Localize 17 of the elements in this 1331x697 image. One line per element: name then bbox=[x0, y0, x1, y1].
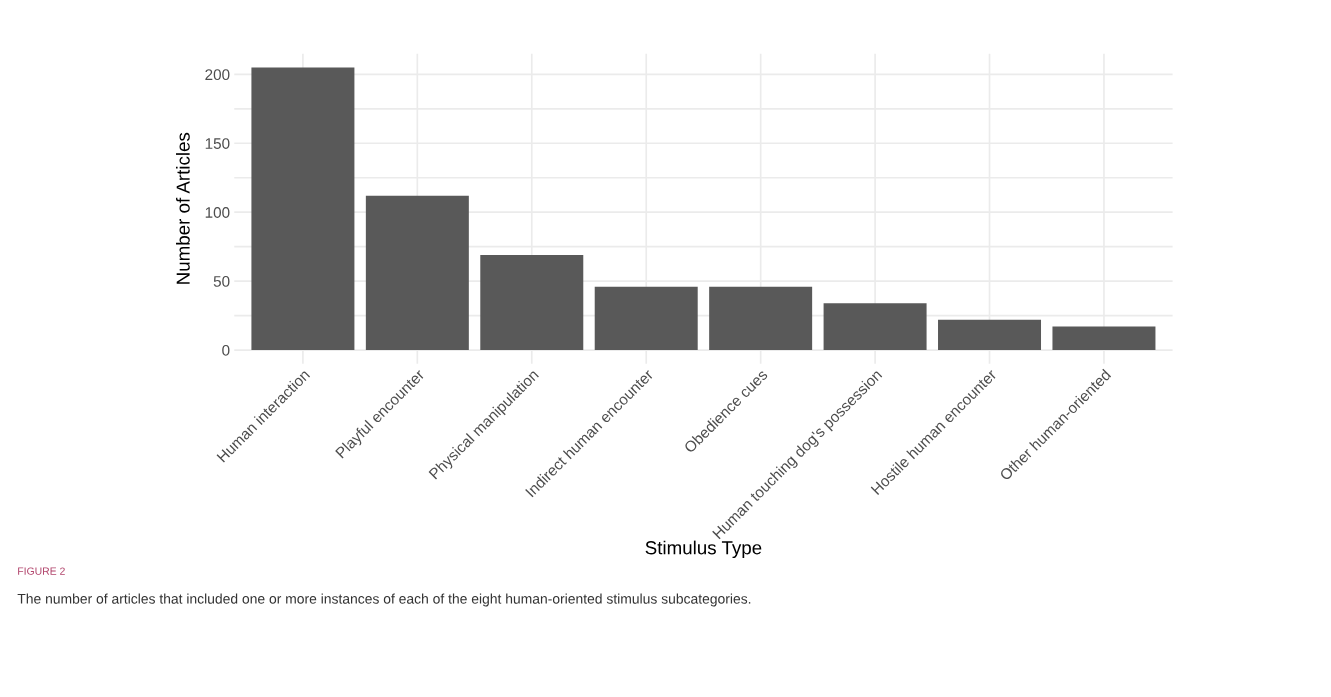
bar bbox=[1052, 326, 1156, 351]
y-tick-label: 0 bbox=[222, 344, 230, 356]
bar bbox=[938, 319, 1042, 351]
x-axis-title: Stimulus Type bbox=[645, 540, 762, 559]
bar bbox=[709, 286, 813, 351]
y-tick-label: 100 bbox=[205, 207, 230, 218]
y-tick-label: 150 bbox=[205, 138, 230, 149]
bar bbox=[823, 303, 927, 351]
y-tick-label: 200 bbox=[205, 69, 230, 81]
text: The number of articles that included one or more instances of each of the eight human-oriented stimulus subcategories. bbox=[17, 593, 751, 607]
bar bbox=[251, 67, 355, 351]
bar bbox=[365, 195, 469, 351]
y-tick-label: 50 bbox=[213, 275, 230, 287]
bar bbox=[594, 286, 698, 351]
caption: FIGURE 2 bbox=[18, 567, 65, 575]
bar bbox=[480, 254, 584, 351]
y-axis-title: Number of Articles bbox=[176, 132, 190, 284]
